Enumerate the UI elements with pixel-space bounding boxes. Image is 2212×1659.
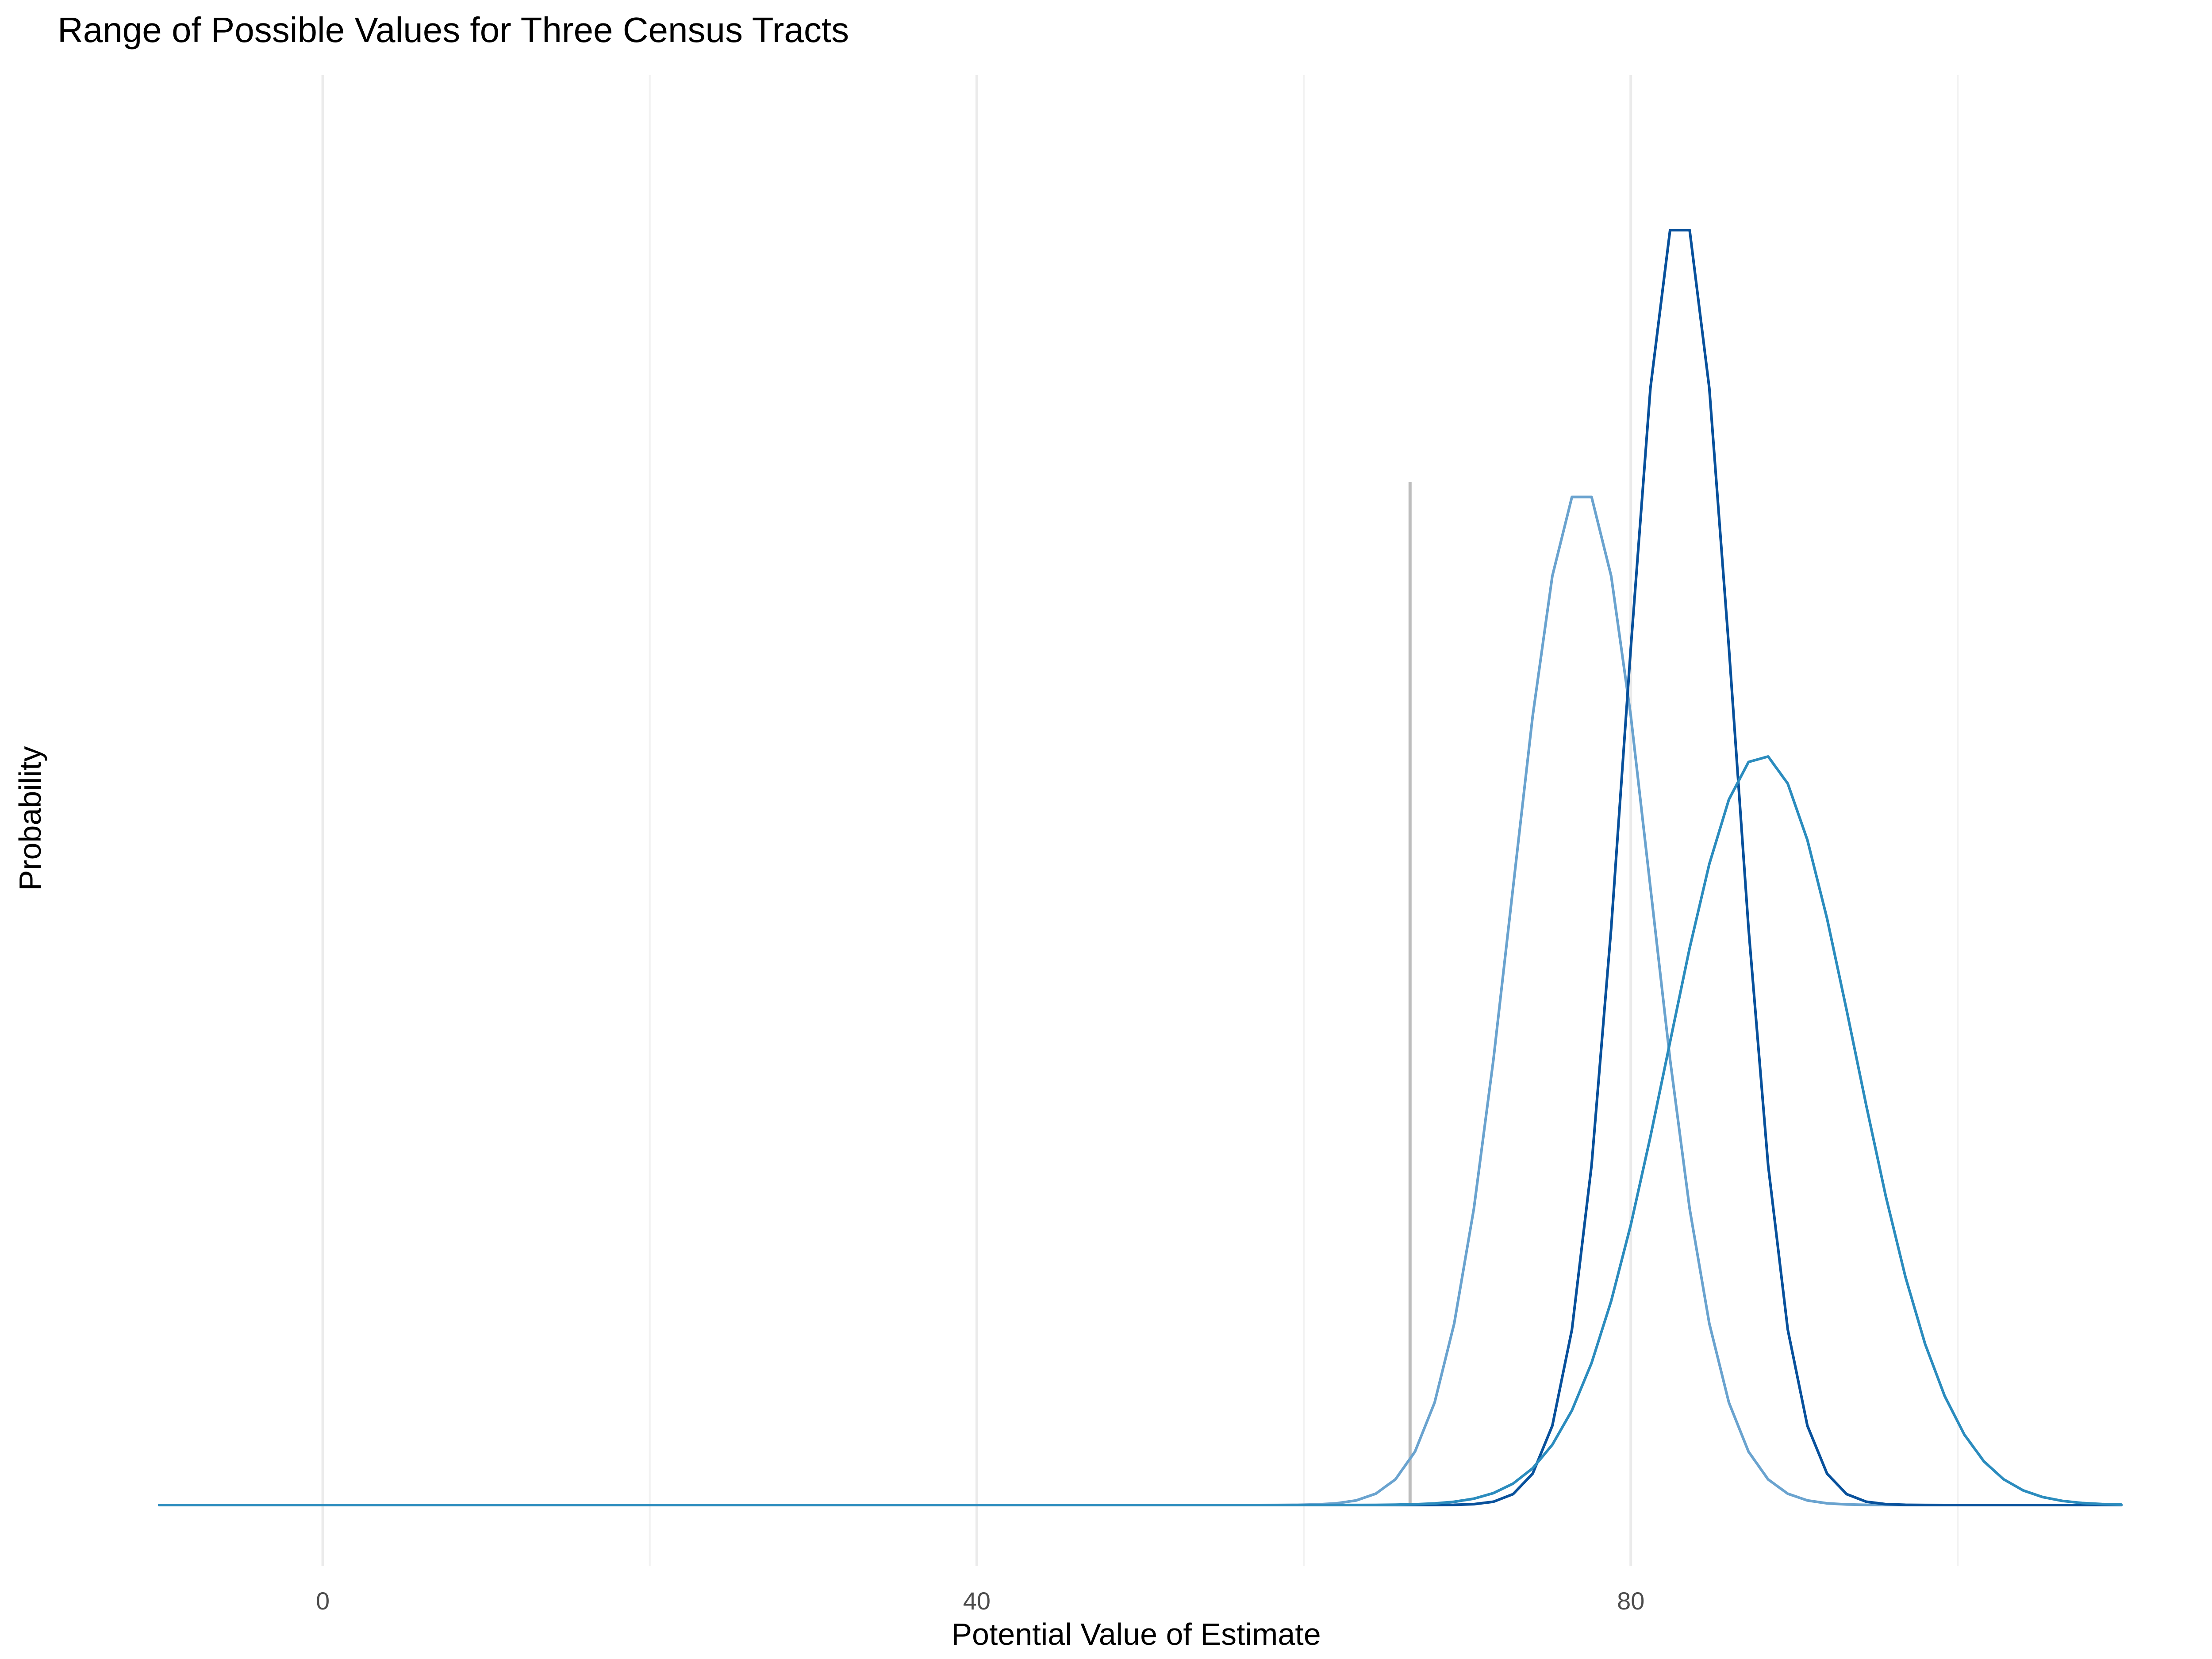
x-axis-label: Potential Value of Estimate bbox=[951, 1617, 1321, 1651]
series-lines bbox=[158, 229, 2123, 1506]
gridlines bbox=[321, 75, 1959, 1566]
series-line-1 bbox=[158, 495, 2123, 1506]
x-tick-label: 80 bbox=[1617, 1587, 1644, 1615]
x-tick-labels: 0 40 80 bbox=[316, 1587, 1644, 1615]
x-tick-label: 0 bbox=[316, 1587, 330, 1615]
series-line-2 bbox=[158, 229, 2123, 1506]
y-axis-label: Probability bbox=[13, 746, 47, 891]
chart-title: Range of Possible Values for Three Censu… bbox=[58, 10, 849, 50]
series-line-3 bbox=[158, 755, 2123, 1506]
x-tick-label: 40 bbox=[963, 1587, 991, 1615]
